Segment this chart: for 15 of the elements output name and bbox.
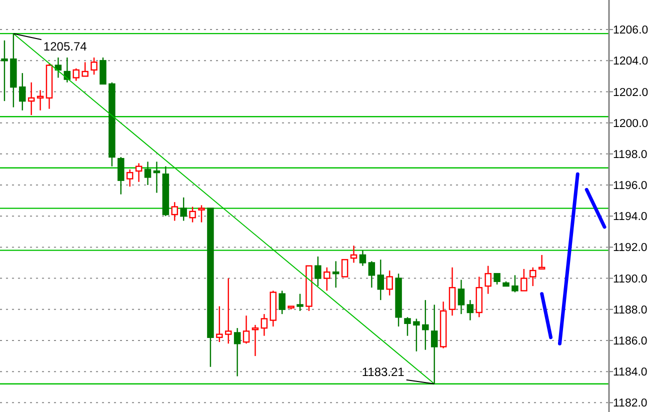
y-tick-label: 1184.0 xyxy=(613,366,648,379)
y-tick-label: 1194.0 xyxy=(613,211,648,224)
annotation: 1183.21 xyxy=(362,364,405,379)
y-tick-label: 1182.0 xyxy=(613,398,648,410)
y-tick-label: 1192.0 xyxy=(613,242,648,254)
y-tick-label: 1190.0 xyxy=(613,273,648,286)
y-tick-label: 1200.0 xyxy=(613,118,648,130)
y-tick-label: 1204.0 xyxy=(613,56,648,68)
y-tick-label: 1198.0 xyxy=(613,148,648,161)
y-tick-label: 1196.0 xyxy=(613,180,648,192)
y-tick-label: 1202.0 xyxy=(613,86,648,99)
y-tick-label: 1186.0 xyxy=(613,336,648,348)
annotation: 1205.74 xyxy=(43,40,88,54)
y-tick-label: 1188.0 xyxy=(613,304,648,316)
y-tick-label: 1206.0 xyxy=(613,24,648,37)
